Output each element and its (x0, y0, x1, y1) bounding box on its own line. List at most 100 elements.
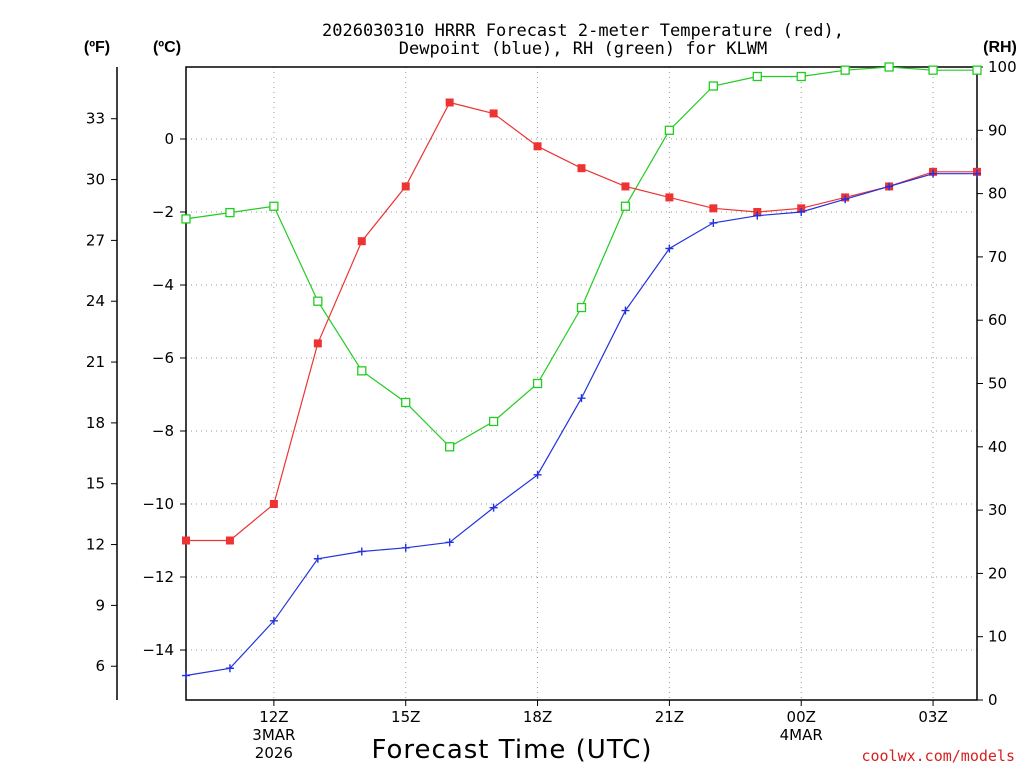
dewpoint-line (185, 173, 977, 677)
dewpoint-point (225, 664, 234, 673)
x-tick-label: 00Z (787, 708, 816, 726)
rh-point (664, 125, 675, 135)
dewpoint-point (929, 169, 938, 178)
celsius-tick-label: −6 (152, 349, 174, 367)
dewpoint-point (885, 182, 894, 191)
fahrenheit-tick-label: 27 (86, 231, 105, 249)
rh-point (752, 71, 762, 82)
temperature-point (269, 500, 278, 508)
temperature-point (621, 182, 630, 191)
x-axis-label: Forecast Time (UTC) (371, 735, 652, 765)
rh-point (488, 416, 499, 427)
dewpoint-point (533, 470, 542, 479)
rh-point (269, 201, 279, 211)
rh-tick-label: 50 (988, 375, 1007, 393)
fahrenheit-unit-label: (ºF) (84, 39, 110, 56)
dewpoint-point (182, 671, 190, 680)
celsius-tick-label: −4 (152, 276, 174, 294)
celsius-unit-label: (ºC) (153, 39, 181, 56)
chart-title-line2: Dewpoint (blue), RH (green) for KLWM (399, 39, 767, 59)
rh-tick-label: 90 (988, 121, 1007, 139)
dewpoint-point (753, 211, 762, 220)
rh-point (445, 442, 455, 452)
temperature-point (445, 98, 454, 107)
x-tick-label: 4MAR (780, 726, 823, 744)
rh-unit-label: (RH) (983, 39, 1017, 56)
fahrenheit-tick-label: 33 (86, 110, 105, 128)
dewpoint-point (665, 244, 674, 253)
x-tick-label: 15Z (391, 708, 420, 726)
rh-point (401, 397, 411, 408)
rh-point (181, 214, 191, 224)
fahrenheit-tick-label: 6 (95, 657, 105, 675)
temperature-point (225, 536, 234, 545)
rh-tick-label: 20 (988, 564, 1007, 582)
rh-tick-label: 70 (988, 248, 1007, 266)
axes (116, 66, 978, 701)
rh-point (576, 302, 587, 313)
fahrenheit-tick-label: 21 (86, 353, 105, 371)
dewpoint-point (489, 503, 498, 512)
rh-tick-label: 60 (988, 311, 1007, 329)
fahrenheit-tick-label: 24 (86, 292, 105, 310)
temperature-point (533, 142, 542, 151)
dewpoint-point (269, 616, 278, 625)
x-tick-label: 18Z (523, 708, 552, 726)
rh-point (357, 366, 367, 376)
rh-tick-label: 100 (988, 58, 1017, 76)
dewpoint-point (709, 218, 718, 227)
temperature-point (577, 164, 586, 173)
rh-point (532, 378, 543, 389)
fahrenheit-tick-label: 12 (86, 536, 105, 554)
celsius-tick-label: 0 (164, 130, 174, 148)
x-tick-label: 3MAR (252, 726, 295, 744)
chart-title-line1: 2026030310 HRRR Forecast 2-meter Tempera… (322, 21, 844, 41)
grid-lines (186, 67, 977, 700)
temperature-point (357, 237, 366, 246)
rh-point (708, 81, 718, 91)
dewpoint-point (357, 547, 366, 556)
dewpoint-point (401, 543, 410, 552)
rh-point (225, 207, 235, 218)
celsius-tick-label: −8 (152, 422, 174, 440)
temperature-point (401, 182, 410, 191)
celsius-tick-label: −14 (142, 641, 174, 659)
dewpoint-point (577, 394, 586, 403)
rh-tick-label: 10 (988, 628, 1007, 646)
temperature-point (709, 204, 718, 213)
fahrenheit-tick-label: 15 (86, 475, 105, 493)
fahrenheit-tick-label: 30 (86, 171, 105, 189)
data-series (181, 62, 982, 680)
celsius-tick-label: −2 (152, 203, 174, 221)
rh-point (313, 296, 323, 306)
temperature-point (182, 536, 190, 545)
celsius-tick-label: −12 (142, 568, 174, 586)
x-tick-label: 2026 (255, 744, 293, 762)
rh-tick-label: 0 (988, 691, 998, 709)
rh-tick-label: 40 (988, 438, 1007, 456)
dewpoint-point (973, 169, 981, 178)
rh-tick-label: 80 (988, 185, 1007, 203)
rh-point (972, 65, 982, 75)
credit-text: coolwx.com/models (861, 747, 1015, 765)
rh-point (796, 71, 806, 82)
temperature-point (665, 193, 674, 202)
plot-frame (185, 66, 978, 701)
dewpoint-point (797, 208, 806, 216)
rh-point (840, 65, 850, 75)
temperature-point (489, 109, 498, 118)
x-tick-label: 12Z (259, 708, 288, 726)
dewpoint-point (621, 306, 630, 315)
x-tick-label: 21Z (655, 708, 684, 726)
dewpoint-point (841, 195, 850, 204)
temperature-point (313, 339, 322, 348)
dewpoint-point (445, 538, 454, 547)
fahrenheit-tick-label: 9 (95, 596, 105, 614)
celsius-tick-label: −10 (142, 495, 174, 513)
dewpoint-point (313, 554, 322, 563)
rh-point (620, 201, 631, 211)
rh-point (928, 65, 938, 75)
x-tick-label: 03Z (918, 708, 947, 726)
